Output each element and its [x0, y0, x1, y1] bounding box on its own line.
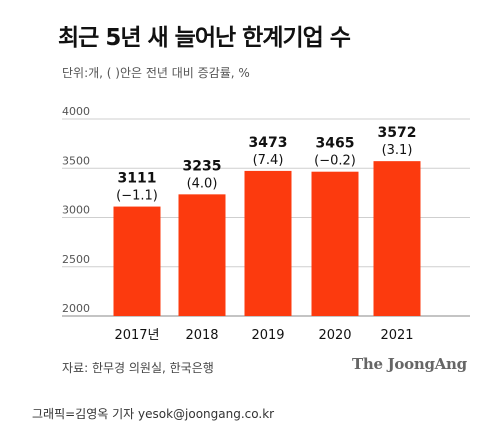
change-label: (4.0): [187, 176, 218, 191]
change-label: (3.1): [382, 143, 413, 158]
chart-title: 최근 5년 새 늘어난 한계기업 수: [58, 25, 351, 51]
x-tick-label: 2020: [318, 328, 351, 343]
value-label: 3235: [183, 158, 222, 174]
x-tick-label: 2019: [251, 328, 284, 343]
y-tick-label: 3500: [62, 154, 90, 167]
y-tick-label: 4000: [62, 105, 90, 118]
chart-card: 최근 5년 새 늘어난 한계기업 수 단위:개, ( )안은 전년 대비 증감률…: [58, 25, 470, 375]
change-label: (7.4): [253, 153, 284, 168]
brand-logo: The JoongAng: [352, 355, 467, 373]
source-note: 자료: 한무경 의원실, 한국은행: [62, 361, 214, 375]
value-label: 3111: [118, 171, 157, 187]
y-tick-label: 2500: [62, 253, 90, 266]
bar-2021: [373, 161, 421, 316]
x-tick-label: 2017년: [114, 328, 159, 343]
change-label: (−1.1): [116, 189, 158, 204]
chart-subtitle: 단위:개, ( )안은 전년 대비 증감률, %: [62, 66, 250, 80]
value-label: 3465: [316, 136, 355, 152]
x-tick-label: 2018: [185, 328, 218, 343]
bar-2020: [311, 171, 359, 316]
y-tick-label: 2000: [62, 302, 90, 315]
graphic-credit: 그래픽=김영옥 기자 yesok@joongang.co.kr: [32, 407, 275, 421]
bar-2018: [178, 194, 226, 316]
bar-2019: [244, 170, 292, 316]
bar-2017년: [113, 206, 161, 316]
bar-chart: 2000 2500 3000 3500 4000 3111 (−1.1) 2017년 3235 (…: [62, 105, 470, 343]
change-label: (−0.2): [314, 154, 356, 169]
y-tick-label: 3000: [62, 204, 90, 217]
value-label: 3572: [378, 125, 417, 141]
value-label: 3473: [249, 135, 288, 151]
x-tick-label: 2021: [380, 328, 413, 343]
